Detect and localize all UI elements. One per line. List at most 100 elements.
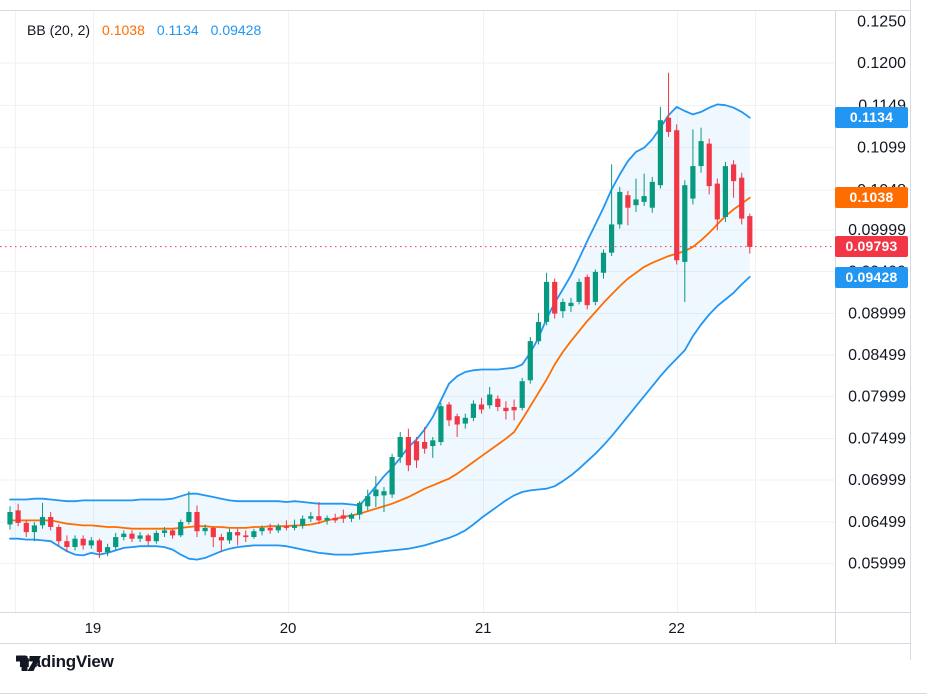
candle[interactable] <box>145 533 151 546</box>
candle[interactable] <box>267 523 273 534</box>
candle[interactable] <box>300 515 306 529</box>
candle[interactable] <box>357 501 363 520</box>
candle[interactable] <box>170 528 176 539</box>
candle[interactable] <box>446 401 452 427</box>
candle[interactable] <box>617 186 623 229</box>
candle[interactable] <box>324 515 330 525</box>
candle[interactable] <box>649 176 655 213</box>
time-axis[interactable]: 19 20 21 22 <box>85 620 685 637</box>
candle[interactable] <box>584 274 590 310</box>
candle[interactable] <box>332 513 338 523</box>
candle[interactable] <box>682 180 688 302</box>
candle[interactable] <box>657 106 663 189</box>
candle[interactable] <box>202 524 208 536</box>
candle[interactable] <box>422 427 428 454</box>
candle[interactable] <box>340 509 346 523</box>
candle[interactable] <box>462 413 468 429</box>
candle[interactable] <box>625 191 631 226</box>
candle[interactable] <box>747 213 753 254</box>
candle[interactable] <box>373 476 379 508</box>
candle[interactable] <box>430 437 436 458</box>
candle[interactable] <box>665 72 672 137</box>
candle[interactable] <box>243 530 249 543</box>
candle[interactable] <box>178 519 184 538</box>
candle[interactable] <box>511 399 517 421</box>
candle[interactable] <box>129 530 135 543</box>
candle[interactable] <box>137 532 143 543</box>
candle[interactable] <box>722 161 728 222</box>
candle[interactable] <box>641 173 647 207</box>
candle[interactable] <box>210 526 216 548</box>
candle[interactable] <box>365 489 371 511</box>
candle[interactable] <box>291 519 298 531</box>
candle[interactable] <box>121 530 127 541</box>
price-axis[interactable]: 0.12500.12000.11490.10990.10480.099990.0… <box>848 14 906 573</box>
indicator-legend[interactable]: BB (20, 2) 0.1038 0.1134 0.09428 <box>27 21 261 39</box>
candle[interactable] <box>161 527 168 538</box>
candle[interactable] <box>7 506 13 530</box>
candle[interactable] <box>674 124 680 265</box>
candle[interactable] <box>15 503 21 527</box>
candle[interactable] <box>80 535 86 550</box>
candle[interactable] <box>535 312 542 345</box>
candle[interactable] <box>105 543 111 557</box>
candle[interactable] <box>259 525 265 536</box>
candle[interactable] <box>235 528 241 546</box>
candle[interactable] <box>413 437 420 468</box>
candle[interactable] <box>698 127 704 173</box>
candle[interactable] <box>275 523 281 533</box>
candle[interactable] <box>478 397 485 414</box>
candle[interactable] <box>308 512 314 523</box>
candle[interactable] <box>48 512 54 531</box>
candle[interactable] <box>487 386 493 409</box>
candle[interactable] <box>64 535 70 553</box>
candle[interactable] <box>552 278 558 319</box>
candle[interactable] <box>633 178 639 212</box>
candle[interactable] <box>568 297 574 312</box>
candle[interactable] <box>113 532 119 550</box>
candle[interactable] <box>454 413 460 438</box>
candle[interactable] <box>72 535 78 551</box>
candle[interactable] <box>316 502 322 524</box>
candle[interactable] <box>592 269 598 306</box>
candle[interactable] <box>389 453 395 498</box>
candle[interactable] <box>194 505 200 538</box>
bollinger-basis-line[interactable] <box>9 196 751 530</box>
candle[interactable] <box>706 138 712 195</box>
candle[interactable] <box>576 278 582 305</box>
candle[interactable] <box>495 395 501 412</box>
candle[interactable] <box>56 524 62 546</box>
candle[interactable] <box>96 538 102 558</box>
candle[interactable] <box>31 522 37 542</box>
candle[interactable] <box>218 533 224 553</box>
candle[interactable] <box>226 528 233 544</box>
candle[interactable] <box>560 298 566 318</box>
candle[interactable] <box>283 520 289 531</box>
candle[interactable] <box>739 172 745 225</box>
candle[interactable] <box>251 528 257 539</box>
candle[interactable] <box>519 377 525 411</box>
candle[interactable] <box>609 164 615 257</box>
candle[interactable] <box>544 272 550 326</box>
candle[interactable] <box>600 249 607 279</box>
candle[interactable] <box>39 502 46 529</box>
candle[interactable] <box>405 428 411 472</box>
candle[interactable] <box>714 178 720 231</box>
bollinger-upper-line[interactable] <box>9 103 751 507</box>
candle[interactable] <box>23 519 29 538</box>
candle[interactable] <box>731 160 737 198</box>
bollinger-lower-line[interactable] <box>9 275 751 561</box>
tradingview-logo[interactable]: TradingView <box>16 652 114 672</box>
candle[interactable] <box>503 401 509 420</box>
candle[interactable] <box>470 400 476 422</box>
candle[interactable] <box>690 129 696 205</box>
candle[interactable] <box>153 530 159 544</box>
candle[interactable] <box>438 402 444 446</box>
candle[interactable] <box>527 336 533 384</box>
candle[interactable] <box>381 487 387 513</box>
candle[interactable] <box>397 432 403 463</box>
candle[interactable] <box>348 512 355 523</box>
candle[interactable] <box>186 491 192 525</box>
candle[interactable] <box>88 537 94 549</box>
